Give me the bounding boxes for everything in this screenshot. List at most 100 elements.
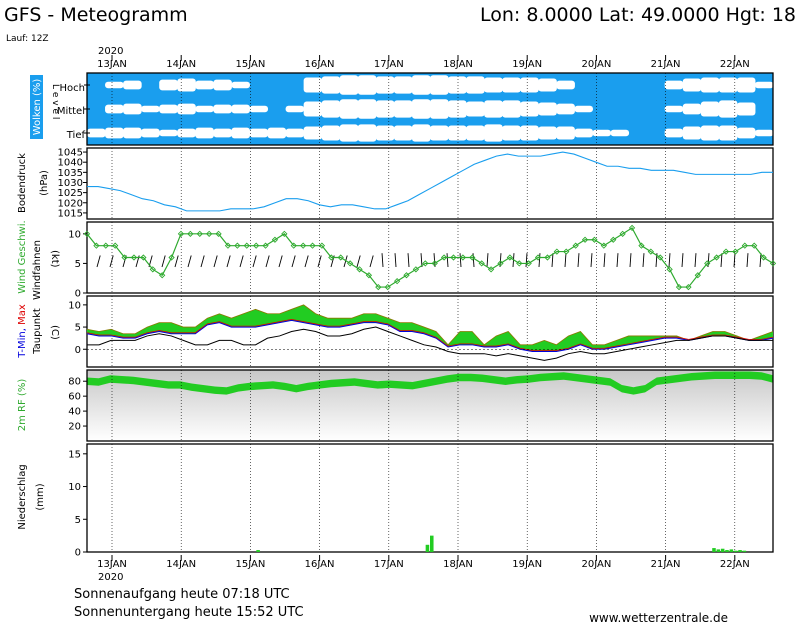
temp-label: T-Min, Max xyxy=(17,304,28,359)
cloud-gap xyxy=(484,77,503,93)
bottom-date-labels: 13JAN 14JAN 15JAN 16JAN 17JAN 18JAN 19JAN 20JAN… xyxy=(97,555,750,570)
y-tick-label: 0 xyxy=(75,289,81,300)
y-tick-label: 15 xyxy=(68,449,81,460)
wind-point xyxy=(544,254,551,261)
y-tick-label: 10 xyxy=(68,482,81,493)
wind-barb xyxy=(200,255,205,268)
wind-barb xyxy=(265,255,270,268)
cloud-gap xyxy=(556,103,575,115)
cloud-gap xyxy=(357,99,377,119)
cloud-gap xyxy=(466,125,485,141)
wind-point xyxy=(657,254,664,261)
pressure-label: Bodendruck xyxy=(17,153,28,213)
wind-point xyxy=(487,266,495,273)
wind-point xyxy=(196,230,203,237)
wind-point xyxy=(506,254,514,261)
cloud-gap xyxy=(700,101,720,117)
wind-point xyxy=(365,272,373,279)
date-label: 17JAN xyxy=(374,59,404,70)
cloud-gap xyxy=(177,78,196,92)
wind-point xyxy=(234,242,241,249)
wind-point xyxy=(469,254,476,261)
wind-point xyxy=(262,242,269,249)
wind-speed-label: Wind Geschwi. xyxy=(17,220,28,293)
date-label: 13JAN xyxy=(97,559,127,570)
wind-point xyxy=(384,283,391,291)
cloud-gap xyxy=(718,77,738,93)
date-label: 16JAN xyxy=(305,59,335,70)
cloud-gap xyxy=(195,80,214,90)
humidity-label: 2m RF (%) xyxy=(17,379,28,432)
wind-barb xyxy=(629,253,632,268)
date-label: 19JAN xyxy=(512,59,542,70)
date-label: 19JAN xyxy=(512,559,542,570)
cloud-gap xyxy=(393,125,413,141)
level-label-mid: Mittel xyxy=(57,106,85,117)
wind-point xyxy=(628,224,636,232)
precip-bar xyxy=(729,549,734,552)
wind-point xyxy=(130,254,138,261)
cloud-gap xyxy=(700,125,720,141)
cloud-gap xyxy=(213,79,232,91)
wind-panel: 0 5 10 (kt) xyxy=(49,221,777,300)
wind-barb xyxy=(381,253,384,268)
wind-barb xyxy=(486,253,489,268)
cloud-gap xyxy=(664,80,684,90)
wind-barb xyxy=(109,255,114,268)
precip-bar xyxy=(738,550,742,552)
wind-barb xyxy=(226,255,231,268)
cloud-gap xyxy=(303,126,323,140)
wind-point xyxy=(619,230,626,237)
wind-barb xyxy=(564,253,567,268)
cloud-gap xyxy=(123,127,142,139)
wind-barb xyxy=(642,253,645,268)
wind-point xyxy=(647,248,654,255)
wind-point xyxy=(168,254,175,261)
wind-point xyxy=(685,283,692,291)
cloud-gap xyxy=(664,128,684,138)
wind-point xyxy=(337,254,344,261)
run-info: Lauf: 12Z xyxy=(6,34,49,44)
tmax-red-line xyxy=(86,319,774,351)
precip-unit: (mm) xyxy=(35,483,46,510)
windfahnen-label: Windfahnen xyxy=(32,240,43,300)
cloud-gap xyxy=(411,124,431,142)
year-bottom: 2020 xyxy=(98,572,123,583)
sunrise-text: Sonnenaufgang heute 07:18 UTC xyxy=(74,587,290,602)
y-tick-label: 0 xyxy=(75,345,81,356)
wind-barb xyxy=(551,253,554,268)
y-tick-label: 1020 xyxy=(58,198,83,209)
date-label: 21JAN xyxy=(651,559,681,570)
cloud-gap xyxy=(484,100,503,118)
cloud-gap xyxy=(682,126,702,140)
y-tick-label: 40 xyxy=(68,407,81,418)
humidity-area xyxy=(87,371,773,395)
cloud-gap xyxy=(375,100,395,118)
wind-point xyxy=(422,260,429,267)
date-label: 21JAN xyxy=(651,59,681,70)
cloud-gap xyxy=(231,127,250,139)
y-tick-label: 1015 xyxy=(58,208,83,219)
wind-point xyxy=(751,242,758,249)
site-link[interactable]: www.wetterzentrale.de xyxy=(589,611,728,625)
wind-point xyxy=(534,254,542,261)
wind-barb xyxy=(525,253,528,268)
y-tick-label: 20 xyxy=(68,422,81,433)
wind-point xyxy=(112,242,119,249)
cloud-gap xyxy=(285,128,305,138)
wind-barb xyxy=(603,253,606,268)
y-tick-label: 0 xyxy=(75,548,81,559)
y-tick-label: 60 xyxy=(68,392,81,403)
wind-point xyxy=(412,266,420,273)
cloud-gap xyxy=(484,124,503,142)
y-tick-label: 1030 xyxy=(58,178,83,189)
wind-point xyxy=(177,230,185,237)
wind-point xyxy=(694,272,701,279)
wind-barb xyxy=(174,255,179,268)
cloud-gap xyxy=(718,125,738,141)
wind-point xyxy=(290,242,297,249)
cloud-gap xyxy=(141,105,160,113)
wind-unit: (kt) xyxy=(49,250,60,268)
cloud-gap xyxy=(105,127,124,139)
cloud-gap xyxy=(556,126,575,140)
